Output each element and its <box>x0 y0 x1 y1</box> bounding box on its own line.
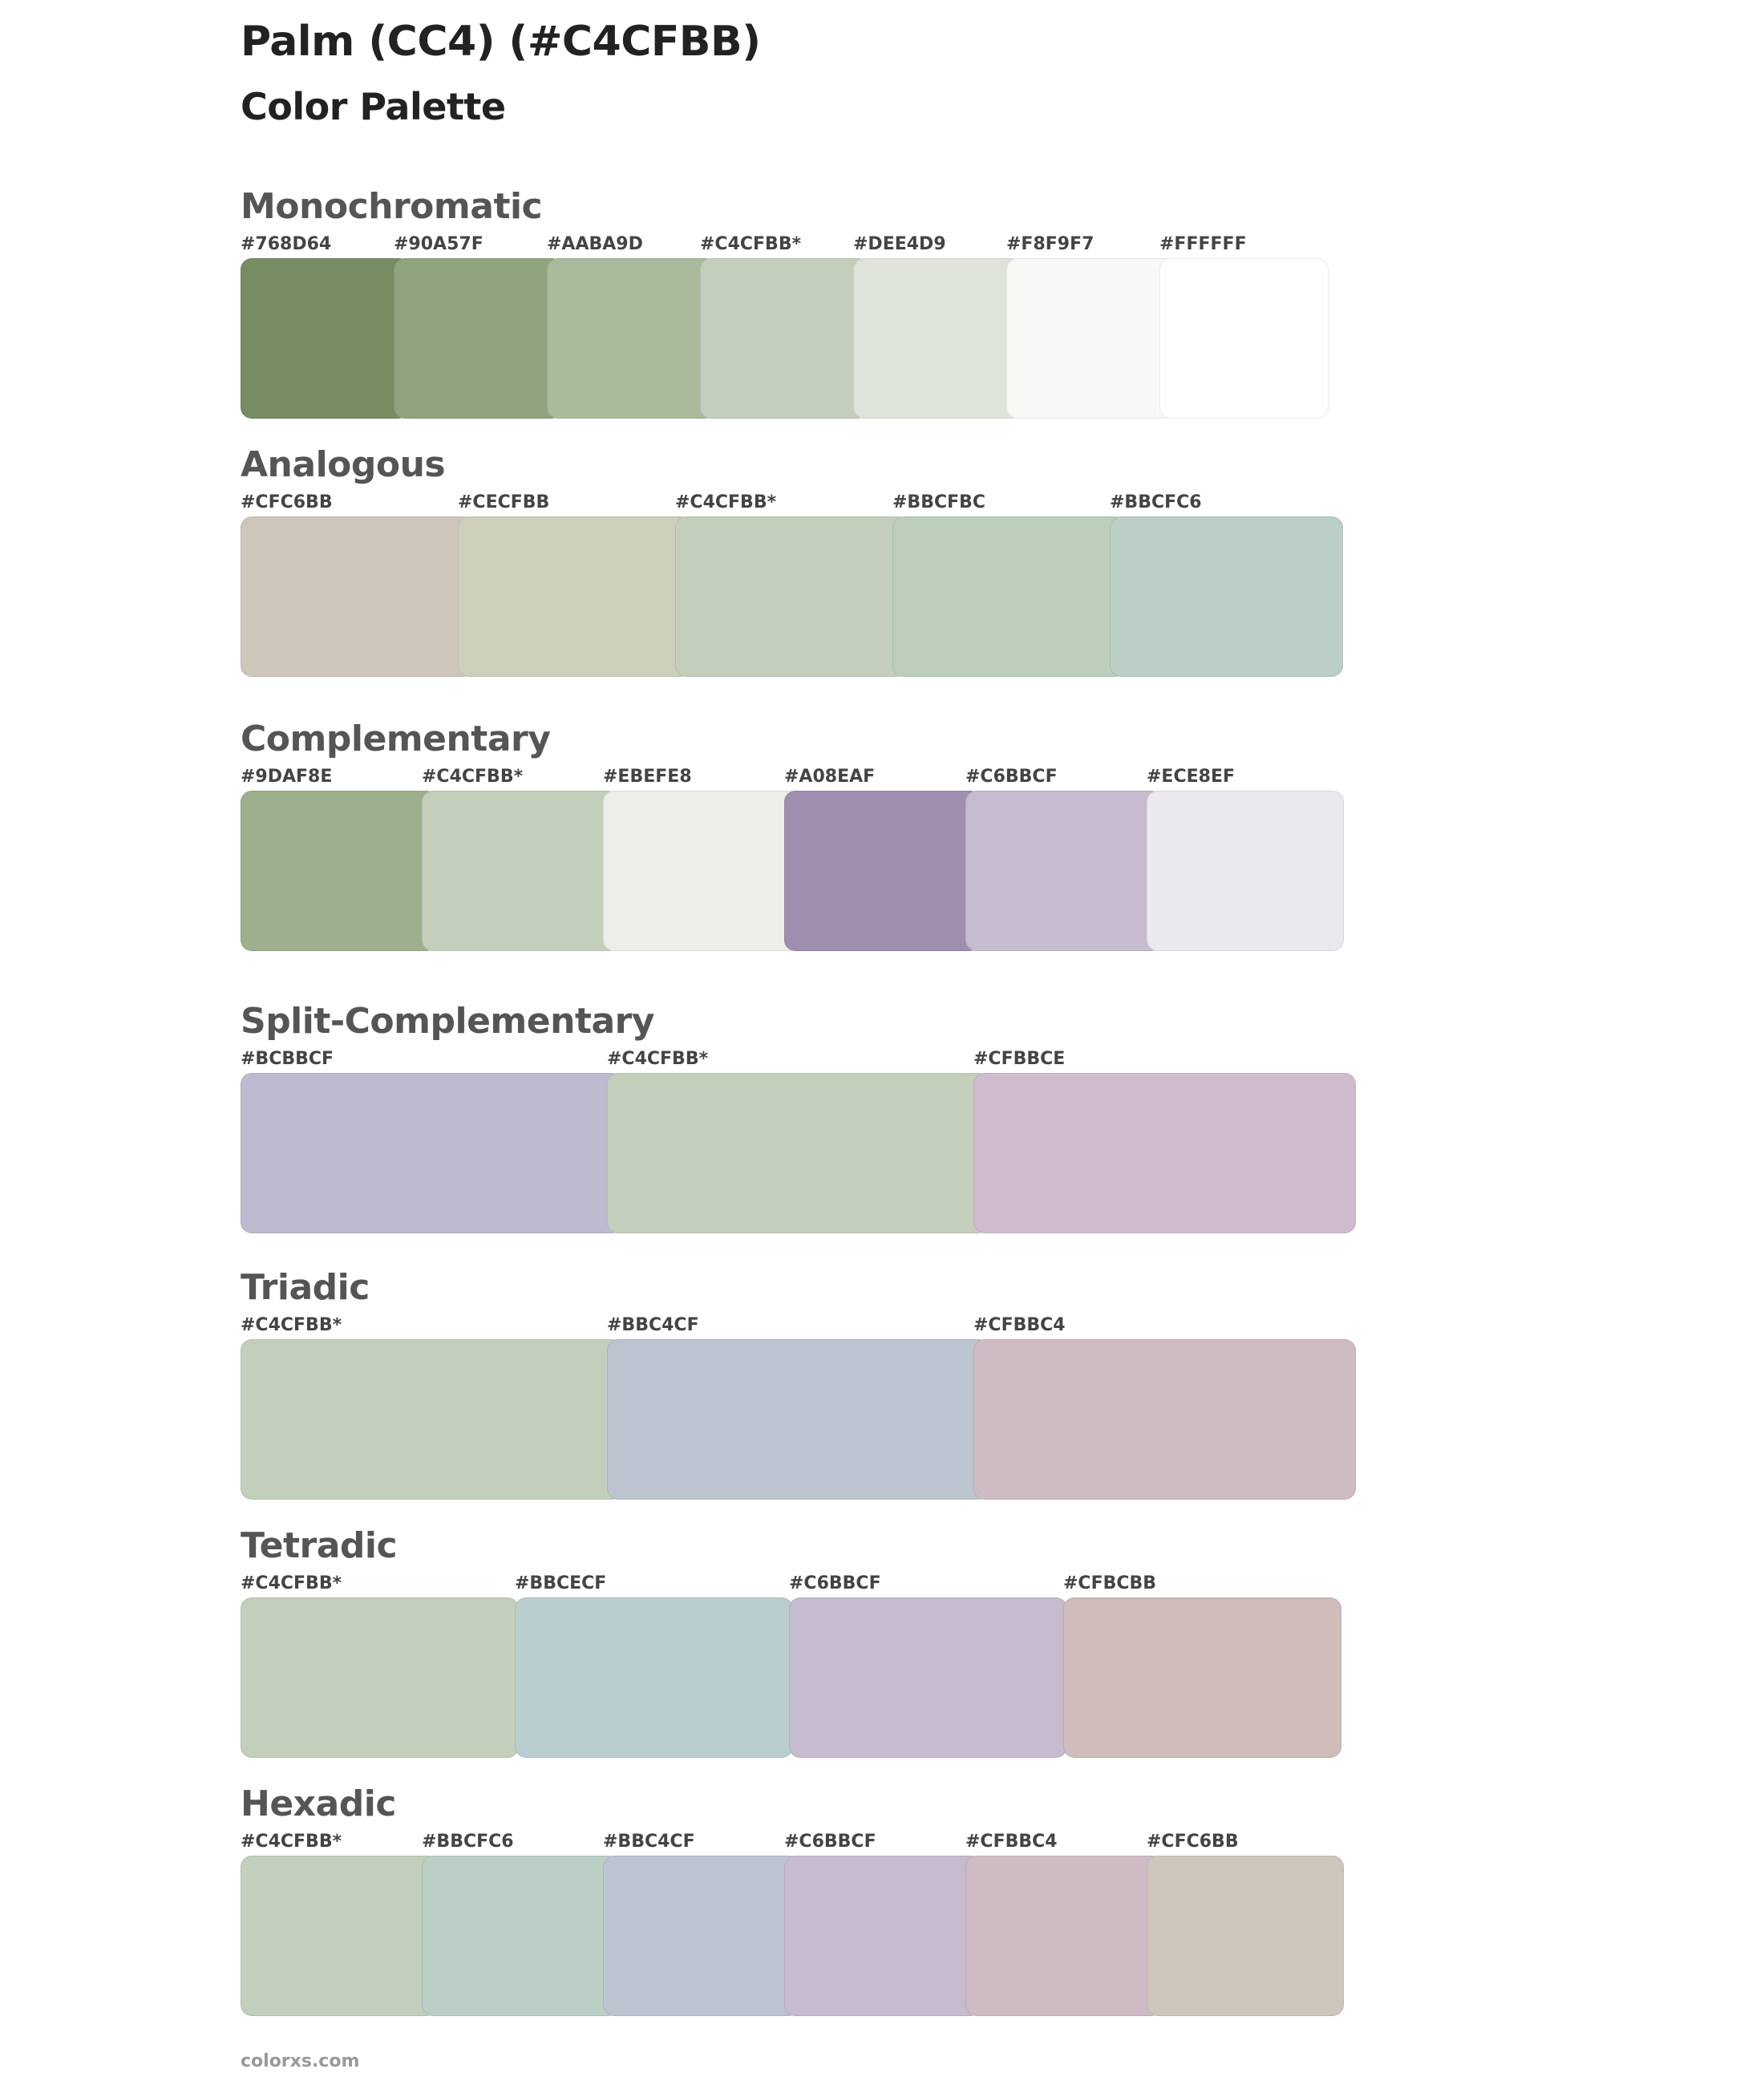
color-swatch[interactable] <box>853 258 1022 419</box>
color-swatch[interactable] <box>422 1856 619 2016</box>
swatch-hex-label[interactable]: #AABA9D <box>547 234 643 254</box>
swatch-hex-label[interactable]: #90A57F <box>394 234 483 254</box>
swatch-hex-label[interactable]: #A08EAF <box>784 767 876 787</box>
swatch-hex-label[interactable]: #BBCFC6 <box>422 1832 514 1852</box>
swatch-hex-label[interactable]: #BBC4CF <box>603 1832 695 1852</box>
swatch-hex-label[interactable]: #CFBBCE <box>973 1049 1066 1069</box>
swatch-hex-label[interactable]: #CFBCBB <box>1063 1573 1157 1593</box>
swatch-hex-label[interactable]: #C4CFBB* <box>422 767 524 787</box>
color-swatch[interactable] <box>784 1856 981 2016</box>
section-title: Split-Complementary <box>241 1001 655 1042</box>
swatch-hex-label[interactable]: #C4CFBB* <box>700 234 802 254</box>
color-swatch[interactable] <box>241 1073 623 1233</box>
swatch-hex-label[interactable]: #9DAF8E <box>241 767 333 787</box>
swatch-hex-label[interactable]: #C6BBCF <box>784 1832 876 1852</box>
color-swatch[interactable] <box>973 1073 1356 1233</box>
swatch-hex-label[interactable]: #BBC4CF <box>607 1315 699 1335</box>
color-swatch[interactable] <box>1159 258 1329 419</box>
page-title: Palm (CC4) (#C4CFBB) <box>241 18 761 66</box>
color-swatch[interactable] <box>973 1339 1356 1500</box>
swatch-hex-label[interactable]: #CECFBB <box>458 492 550 512</box>
swatch-hex-label[interactable]: #CFBBC4 <box>973 1315 1066 1335</box>
swatch-hex-label[interactable]: #EBEFE8 <box>603 767 692 787</box>
color-swatch[interactable] <box>458 516 691 677</box>
color-swatch[interactable] <box>547 258 716 419</box>
color-swatch[interactable] <box>1147 791 1344 951</box>
color-swatch[interactable] <box>1110 516 1343 677</box>
color-swatch[interactable] <box>607 1073 989 1233</box>
color-swatch[interactable] <box>700 258 869 419</box>
color-swatch[interactable] <box>241 791 438 951</box>
footer-site-link[interactable]: colorxs.com <box>241 2051 360 2071</box>
color-swatch[interactable] <box>789 1597 1067 1758</box>
swatch-hex-label[interactable]: #C6BBCF <box>789 1573 881 1593</box>
swatch-hex-label[interactable]: #F8F9F7 <box>1006 234 1094 254</box>
color-swatch[interactable] <box>241 1339 623 1500</box>
color-swatch[interactable] <box>422 791 619 951</box>
color-swatch[interactable] <box>241 1597 519 1758</box>
color-swatch[interactable] <box>965 1856 1163 2016</box>
color-swatch[interactable] <box>1147 1856 1344 2016</box>
color-swatch[interactable] <box>241 516 474 677</box>
swatch-hex-label[interactable]: #C4CFBB* <box>607 1049 709 1069</box>
color-swatch[interactable] <box>241 258 410 419</box>
color-swatch[interactable] <box>675 516 908 677</box>
section-title: Triadic <box>241 1267 370 1308</box>
color-swatch[interactable] <box>603 1856 800 2016</box>
color-swatch[interactable] <box>965 791 1163 951</box>
swatch-hex-label[interactable]: #FFFFFF <box>1159 234 1247 254</box>
swatch-hex-label[interactable]: #BBCECF <box>515 1573 607 1593</box>
section-title: Analogous <box>241 444 446 485</box>
section-title: Complementary <box>241 719 551 759</box>
swatch-hex-label[interactable]: #BBCFBC <box>892 492 986 512</box>
swatch-hex-label[interactable]: #768D64 <box>241 234 332 254</box>
swatch-hex-label[interactable]: #C4CFBB* <box>241 1832 342 1852</box>
color-swatch[interactable] <box>784 791 981 951</box>
color-swatch[interactable] <box>241 1856 438 2016</box>
color-swatch[interactable] <box>1063 1597 1341 1758</box>
color-swatch[interactable] <box>394 258 563 419</box>
swatch-hex-label[interactable]: #DEE4D9 <box>853 234 946 254</box>
section-title: Hexadic <box>241 1783 396 1824</box>
color-swatch[interactable] <box>515 1597 793 1758</box>
swatch-hex-label[interactable]: #CFC6BB <box>241 492 333 512</box>
color-swatch[interactable] <box>892 516 1126 677</box>
color-swatch[interactable] <box>603 791 800 951</box>
swatch-hex-label[interactable]: #ECE8EF <box>1147 767 1235 787</box>
color-swatch[interactable] <box>607 1339 989 1500</box>
section-title: Tetradic <box>241 1525 398 1566</box>
swatch-hex-label[interactable]: #C4CFBB* <box>241 1315 342 1335</box>
swatch-hex-label[interactable]: #CFBBC4 <box>965 1832 1058 1852</box>
page-subtitle: Color Palette <box>241 85 506 128</box>
swatch-hex-label[interactable]: #BBCFC6 <box>1110 492 1202 512</box>
color-swatch[interactable] <box>1006 258 1175 419</box>
section-title: Monochromatic <box>241 186 543 227</box>
swatch-hex-label[interactable]: #C4CFBB* <box>675 492 777 512</box>
swatch-hex-label[interactable]: #BCBBCF <box>241 1049 334 1069</box>
swatch-hex-label[interactable]: #C6BBCF <box>965 767 1058 787</box>
swatch-hex-label[interactable]: #C4CFBB* <box>241 1573 342 1593</box>
swatch-hex-label[interactable]: #CFC6BB <box>1147 1832 1239 1852</box>
